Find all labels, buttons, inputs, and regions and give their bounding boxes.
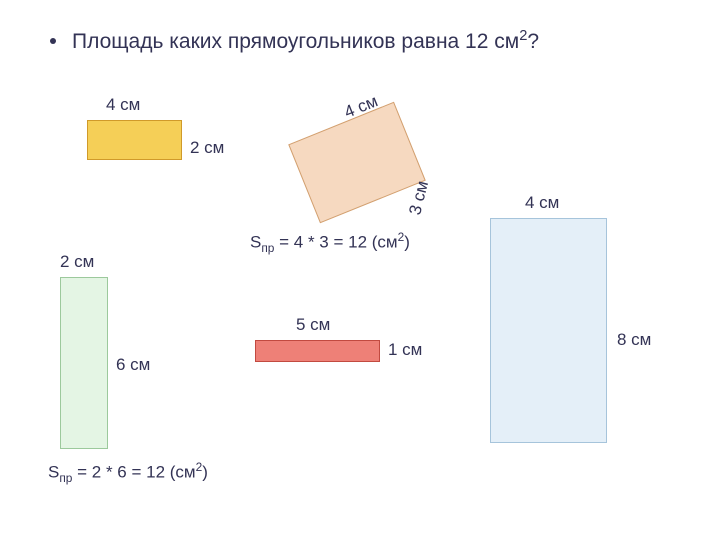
formula-end: ) <box>202 463 208 482</box>
rect-green <box>60 277 108 449</box>
rect-blue <box>490 218 607 443</box>
stage: Площадь каких прямоугольников равна 12 с… <box>0 0 720 540</box>
rect-peach <box>288 102 426 224</box>
label-red-top: 5 см <box>296 315 330 335</box>
formula-sub: пр <box>59 471 72 485</box>
rect-yellow <box>87 120 182 160</box>
label-red-right: 1 см <box>388 340 422 360</box>
page-title: Площадь каких прямоугольников равна 12 с… <box>72 28 539 54</box>
label-blue-top: 4 см <box>525 193 559 213</box>
label-green-top: 2 см <box>60 252 94 272</box>
formula-s: S <box>48 463 59 482</box>
formula-mid: = 4 * 3 = 12 (см <box>274 233 397 252</box>
rect-red <box>255 340 380 362</box>
formula-end: ) <box>404 233 410 252</box>
label-blue-right: 8 см <box>617 330 651 350</box>
label-green-right: 6 см <box>116 355 150 375</box>
formula-sub: пр <box>261 241 274 255</box>
label-yellow-right: 2 см <box>190 138 224 158</box>
formula-peach: Sпр = 4 * 3 = 12 (см2) <box>250 230 410 255</box>
formula-mid: = 2 * 6 = 12 (см <box>72 463 195 482</box>
label-yellow-top: 4 см <box>106 95 140 115</box>
formula-s: S <box>250 233 261 252</box>
title-bullet <box>50 38 56 44</box>
title-text: Площадь каких прямоугольников равна 12 с… <box>72 30 519 53</box>
formula-green: Sпр = 2 * 6 = 12 (см2) <box>48 460 208 485</box>
title-suffix: ? <box>527 30 539 53</box>
